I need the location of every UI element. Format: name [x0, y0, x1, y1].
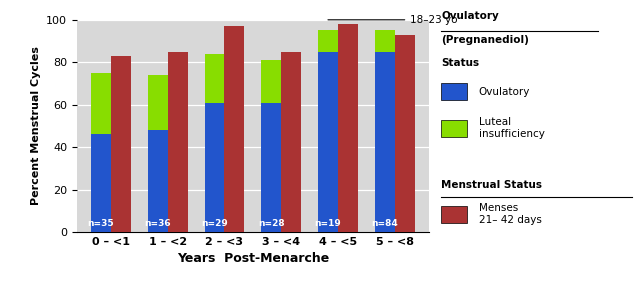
Bar — [375, 52, 395, 232]
Bar — [205, 54, 225, 103]
Bar — [225, 26, 244, 232]
Text: n=84: n=84 — [371, 219, 398, 228]
Bar — [261, 60, 281, 103]
Bar — [91, 73, 111, 134]
Text: n=28: n=28 — [258, 219, 285, 228]
Bar — [111, 56, 131, 232]
Y-axis label: Percent Menstrual Cycles: Percent Menstrual Cycles — [31, 46, 40, 205]
Text: n=36: n=36 — [145, 219, 171, 228]
Text: Menstrual Status: Menstrual Status — [441, 180, 542, 190]
Text: Status: Status — [441, 58, 479, 68]
Text: n=35: n=35 — [88, 219, 115, 228]
Bar — [441, 206, 467, 223]
Bar — [395, 35, 415, 232]
Bar — [441, 120, 467, 137]
Text: n=29: n=29 — [201, 219, 228, 228]
Text: (Pregnanediol): (Pregnanediol) — [441, 35, 529, 44]
Bar — [318, 31, 338, 52]
Bar — [281, 52, 301, 232]
Text: Luteal
insufficiency: Luteal insufficiency — [479, 117, 545, 139]
Bar — [261, 103, 281, 232]
Bar — [441, 83, 467, 100]
Text: 18–23 yo: 18–23 yo — [410, 15, 458, 25]
Bar — [168, 52, 188, 232]
Bar — [375, 31, 395, 52]
Bar — [148, 130, 168, 232]
Bar — [318, 52, 338, 232]
Bar — [148, 75, 168, 130]
Text: n=19: n=19 — [315, 219, 341, 228]
Text: Ovulatory: Ovulatory — [441, 11, 499, 21]
Bar — [91, 134, 111, 232]
X-axis label: Years  Post-Menarche: Years Post-Menarche — [177, 252, 329, 265]
Bar — [205, 103, 225, 232]
Text: Ovulatory: Ovulatory — [479, 87, 530, 97]
Bar — [338, 24, 358, 232]
Text: Menses
21– 42 days: Menses 21– 42 days — [479, 203, 541, 225]
